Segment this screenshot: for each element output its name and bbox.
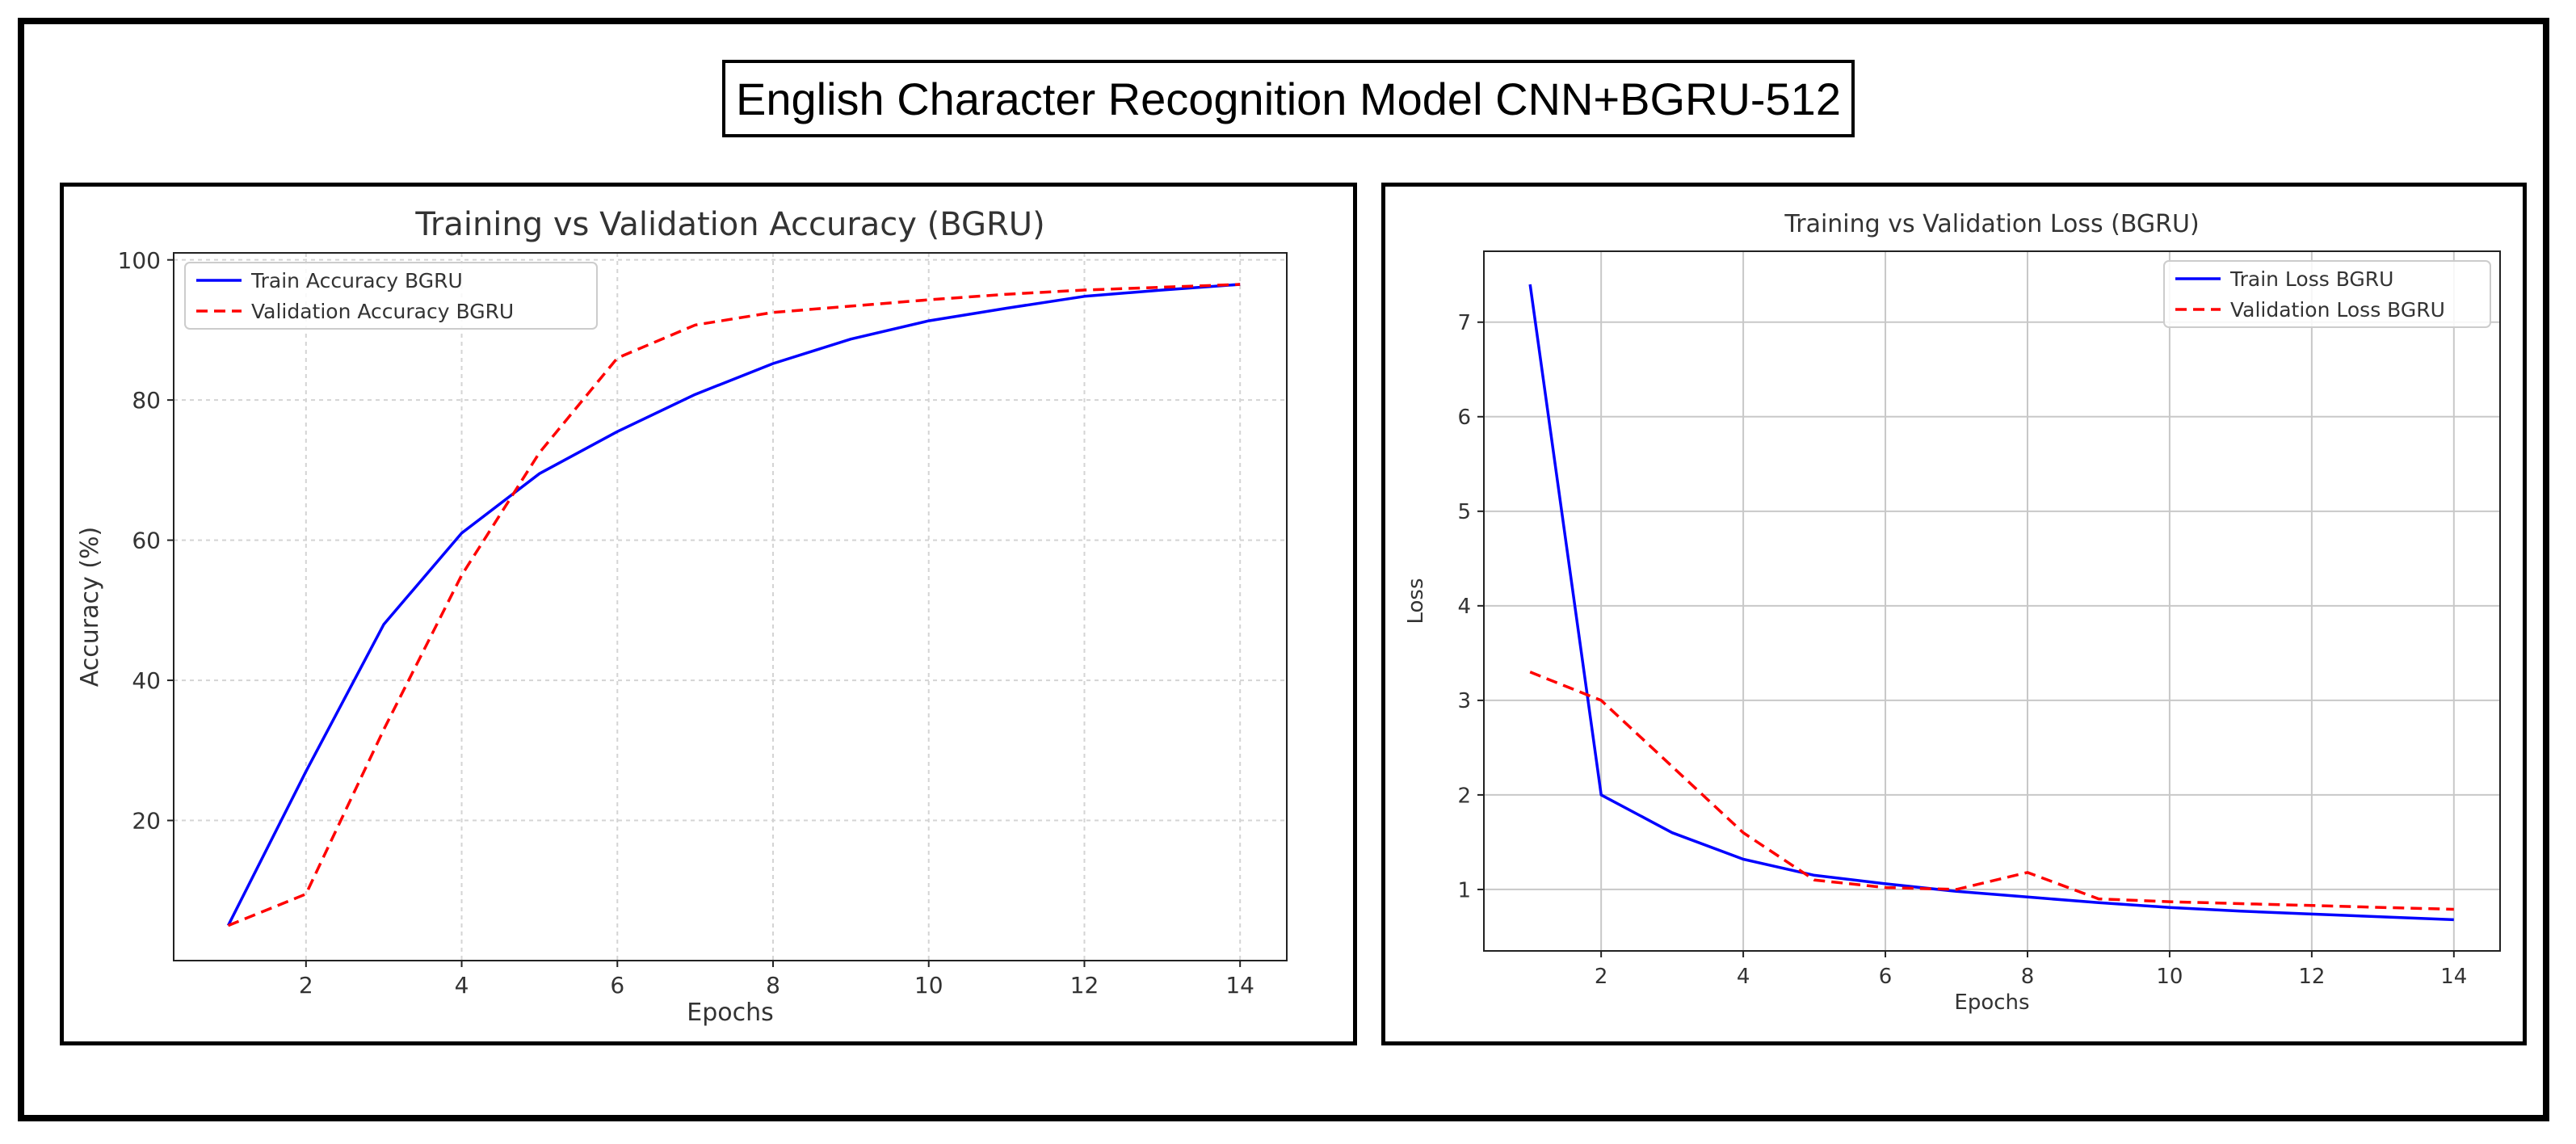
x-tick-label: 8 <box>2021 965 2035 989</box>
loss-chart-panel: 2 4 6 8 10 12 14 1 2 3 4 5 6 7 Training vs Validation … <box>1381 183 2527 1045</box>
legend-box <box>184 262 598 330</box>
x-axis-label: Epochs <box>687 999 774 1027</box>
y-tick-label: 80 <box>132 387 161 414</box>
y-tick-label: 3 <box>1457 689 1471 713</box>
y-axis-label: Loss <box>1404 578 1428 624</box>
series-line-validation <box>227 283 1241 927</box>
y-tick-label: 7 <box>1457 311 1471 335</box>
y-tick-label: 40 <box>132 667 161 694</box>
x-tick-label: 14 <box>2440 965 2467 989</box>
x-tick-label: 10 <box>2156 965 2183 989</box>
legend-label: Train Accuracy BGRU <box>250 269 463 292</box>
x-tick-label: 4 <box>455 972 469 999</box>
y-axis-label: Accuracy (%) <box>76 527 104 687</box>
x-tick-label: 6 <box>1879 965 1893 989</box>
y-tick-label: 2 <box>1457 784 1471 808</box>
x-tick-label: 8 <box>766 972 780 999</box>
legend-label: Validation Loss BGRU <box>2230 298 2445 322</box>
plot-area <box>1483 250 2501 952</box>
series-line-train <box>1528 284 2454 922</box>
plot-area <box>173 252 1288 961</box>
x-tick-label: 4 <box>1737 965 1750 989</box>
chart-title: Training vs Validation Loss (BGRU) <box>1784 210 2199 238</box>
legend-label: Train Loss BGRU <box>2229 267 2393 291</box>
x-axis-label: Epochs <box>1954 990 2029 1015</box>
y-tick-label: 5 <box>1457 500 1471 524</box>
x-tick-label: 12 <box>2298 965 2325 989</box>
y-tick-label: 6 <box>1457 406 1471 430</box>
y-tick-label: 60 <box>132 528 161 554</box>
chart-title: Training vs Validation Accuracy (BGRU) <box>414 206 1044 243</box>
x-tick-label: 6 <box>610 972 624 999</box>
accuracy-chart: 2 4 6 8 10 12 14 20 40 60 80 100 Training vs Validat… <box>76 206 1288 1027</box>
legend-box <box>2163 260 2491 328</box>
figure-frame <box>18 18 2549 1121</box>
y-tick-label: 20 <box>132 808 161 835</box>
x-tick-label: 2 <box>299 972 313 999</box>
accuracy-chart-panel: 2 4 6 8 10 12 14 20 40 60 80 100 Training vs Validat… <box>60 183 1357 1045</box>
y-tick-label: 100 <box>118 247 161 274</box>
legend-label: Validation Accuracy BGRU <box>251 300 514 323</box>
figure-title: English Character Recognition Model CNN+… <box>722 60 1855 137</box>
x-tick-label: 2 <box>1595 965 1608 989</box>
x-tick-label: 14 <box>1225 972 1254 999</box>
y-tick-label: 4 <box>1457 595 1471 619</box>
series-line-train <box>226 283 1241 927</box>
x-tick-label: 10 <box>914 972 943 999</box>
x-tick-label: 12 <box>1070 972 1099 999</box>
y-tick-label: 1 <box>1457 878 1471 902</box>
series-line-validation <box>1529 671 2454 911</box>
